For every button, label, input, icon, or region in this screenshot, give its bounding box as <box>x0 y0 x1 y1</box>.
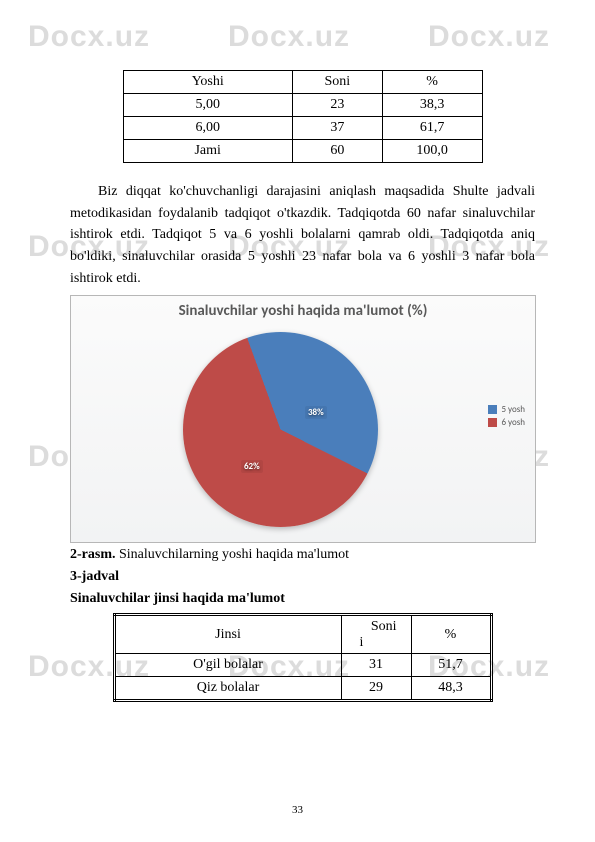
table-row: Jinsi Soni i % <box>114 615 491 654</box>
cell: 31 <box>341 654 411 677</box>
body-paragraph: Biz diqqat ko'chuvchanligi darajasini an… <box>70 181 535 289</box>
age-table: Yoshi Soni % 5,00 23 38,3 6,00 37 61,7 J… <box>123 70 483 163</box>
legend-label: 6 yosh <box>501 417 525 428</box>
cell: 5,00 <box>123 94 292 117</box>
table3-title: Sinaluvchilar jinsi haqida ma'lumot <box>70 591 535 607</box>
th-pct: % <box>382 71 482 94</box>
figure-caption: 2-rasm. Sinaluvchilarning yoshi haqida m… <box>70 547 535 563</box>
cell: 23 <box>292 94 382 117</box>
table-row: 6,00 37 61,7 <box>123 117 482 140</box>
th-pct: % <box>411 615 491 654</box>
chart-legend: 5 yosh 6 yosh <box>488 404 525 430</box>
cell: 48,3 <box>411 677 491 701</box>
legend-label: 5 yosh <box>501 404 525 415</box>
th-jinsi: Jinsi <box>114 615 341 654</box>
legend-swatch-icon <box>488 405 497 414</box>
table-row: O'gil bolalar 31 51,7 <box>114 654 491 677</box>
cell: O'gil bolalar <box>114 654 341 677</box>
table-row: 5,00 23 38,3 <box>123 94 482 117</box>
cell: 51,7 <box>411 654 491 677</box>
pie-label-38: 38% <box>305 406 327 419</box>
cell: Jami <box>123 140 292 163</box>
cell: 37 <box>292 117 382 140</box>
pie-wrap: 38% 62% <box>183 332 378 527</box>
table-row: Jami 60 100,0 <box>123 140 482 163</box>
legend-swatch-icon <box>488 418 497 427</box>
cell: 60 <box>292 140 382 163</box>
cell: 61,7 <box>382 117 482 140</box>
pie-chart: Sinaluvchilar yoshi haqida ma'lumot (%) … <box>70 295 536 543</box>
th-soni: Soni i <box>341 615 411 654</box>
pie-label-62: 62% <box>241 460 263 473</box>
legend-item: 6 yosh <box>488 417 525 428</box>
page-number: 33 <box>0 804 595 816</box>
cell: 100,0 <box>382 140 482 163</box>
caption-prefix: 2-rasm. <box>70 547 116 562</box>
pie-circle <box>183 332 378 527</box>
cell: 6,00 <box>123 117 292 140</box>
gender-table: Jinsi Soni i % O'gil bolalar 31 51,7 Qiz… <box>113 613 493 702</box>
cell: Qiz bolalar <box>114 677 341 701</box>
chart-title: Sinaluvchilar yoshi haqida ma'lumot (%) <box>71 296 535 320</box>
caption-text: Sinaluvchilarning yoshi haqida ma'lumot <box>116 547 350 562</box>
table3-label: 3-jadval <box>70 569 535 585</box>
legend-item: 5 yosh <box>488 404 525 415</box>
th-soni: Soni <box>292 71 382 94</box>
cell: 38,3 <box>382 94 482 117</box>
th-yoshi: Yoshi <box>123 71 292 94</box>
page-content: Yoshi Soni % 5,00 23 38,3 6,00 37 61,7 J… <box>0 0 595 702</box>
table-row: Yoshi Soni % <box>123 71 482 94</box>
cell: 29 <box>341 677 411 701</box>
table-row: Qiz bolalar 29 48,3 <box>114 677 491 701</box>
